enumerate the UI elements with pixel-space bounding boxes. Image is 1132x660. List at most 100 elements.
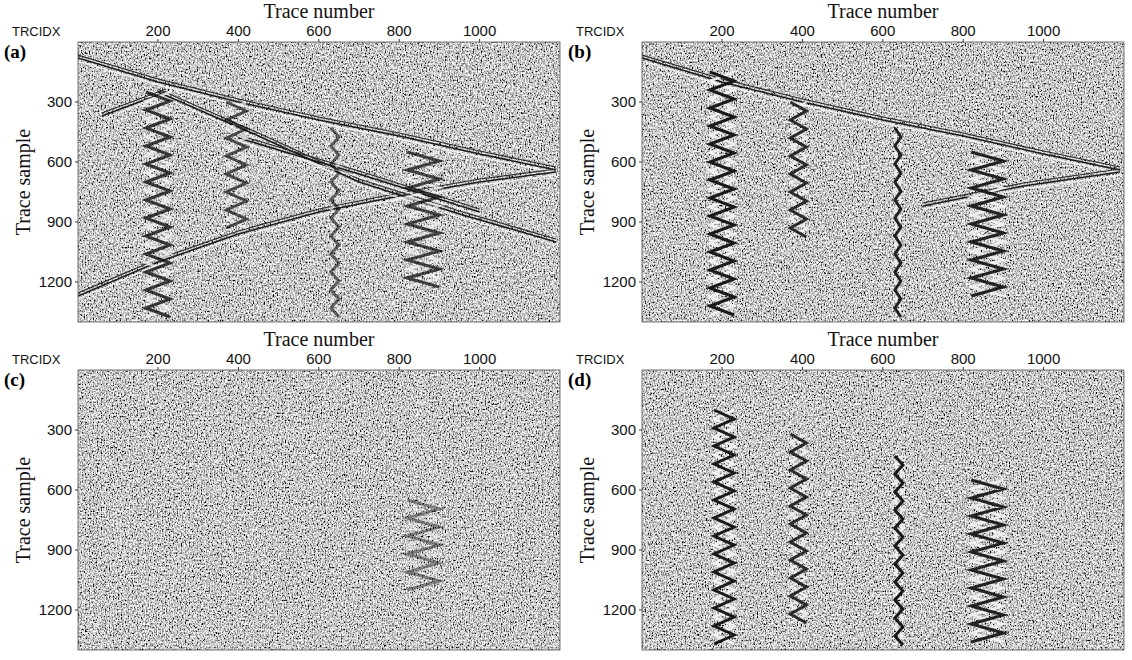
y-tick xyxy=(639,162,642,163)
x-tick xyxy=(479,39,480,42)
x-tick xyxy=(882,367,883,370)
panel-label: (b) xyxy=(568,41,591,63)
noise-background xyxy=(78,370,560,650)
burst-group xyxy=(895,128,901,317)
burst-group xyxy=(790,434,806,623)
y-axis-title: Trace sample xyxy=(12,457,35,564)
event-line-highlight xyxy=(359,185,556,245)
burst-light xyxy=(714,410,734,644)
y-tick-label: 900 xyxy=(611,213,636,230)
x-axis-title: Trace number xyxy=(828,0,939,22)
x-tick xyxy=(157,39,158,42)
event-line-shadow xyxy=(238,135,479,209)
burst xyxy=(407,152,439,287)
figure: 200 400 600 800 1000 300 600 900 1200 Trace numbe… xyxy=(0,0,1132,660)
x-tick-label: 1000 xyxy=(1027,350,1060,367)
y-tick xyxy=(75,490,78,491)
y-tick-label: 300 xyxy=(47,421,72,438)
burst-light xyxy=(790,434,806,623)
burst xyxy=(895,456,903,645)
plot-background xyxy=(642,370,1124,650)
y-tick xyxy=(639,282,642,283)
burst-light xyxy=(407,500,439,590)
burst xyxy=(226,102,246,228)
noise-background xyxy=(642,370,1124,650)
y-tick-label: 900 xyxy=(47,213,72,230)
x-axis-title: Trace number xyxy=(828,328,939,350)
x-tick-label: 800 xyxy=(951,22,976,39)
y-tick xyxy=(639,102,642,103)
x-tick xyxy=(157,367,158,370)
x-tick-label: 600 xyxy=(306,22,331,39)
x-tick xyxy=(882,39,883,42)
burst-light xyxy=(331,128,339,317)
x-tick xyxy=(399,39,400,42)
plot-background xyxy=(78,42,560,322)
panel: 20040060080010003006009001200Trace numbe… xyxy=(568,328,1124,650)
y-tick-label: 1200 xyxy=(39,601,72,618)
burst-group xyxy=(971,152,1003,296)
burst-light xyxy=(895,456,903,645)
plot-frame xyxy=(642,370,1124,650)
burst xyxy=(331,128,339,317)
x-tick xyxy=(721,39,722,42)
burst xyxy=(146,92,170,317)
x-tick xyxy=(963,367,964,370)
burst-group xyxy=(407,152,439,287)
x-tick xyxy=(318,367,319,370)
y-tick xyxy=(75,222,78,223)
y-tick-label: 900 xyxy=(47,541,72,558)
y-tick-label: 1200 xyxy=(603,601,636,618)
x-axis-name: TRCIDX xyxy=(12,352,61,367)
burst-light xyxy=(710,72,734,315)
plot-marks xyxy=(714,410,1003,645)
x-tick xyxy=(1043,39,1044,42)
y-tick xyxy=(75,550,78,551)
plot-marks xyxy=(642,55,1120,317)
y-tick-label: 600 xyxy=(611,481,636,498)
x-tick-label: 200 xyxy=(709,22,734,39)
burst-light xyxy=(146,92,170,317)
y-axis-title: Trace sample xyxy=(576,457,599,564)
y-tick-label: 600 xyxy=(47,153,72,170)
y-tick xyxy=(75,610,78,611)
y-tick xyxy=(639,610,642,611)
burst-group xyxy=(146,92,170,317)
x-tick xyxy=(1043,367,1044,370)
burst xyxy=(790,102,806,237)
plot-marks xyxy=(407,500,439,590)
burst xyxy=(714,410,734,644)
event-line xyxy=(238,138,479,212)
y-tick-label: 300 xyxy=(611,93,636,110)
burst xyxy=(407,500,439,590)
burst-group xyxy=(710,72,734,315)
x-axis-name: TRCIDX xyxy=(576,352,625,367)
y-tick-label: 300 xyxy=(611,421,636,438)
x-tick xyxy=(238,367,239,370)
x-tick-label: 1000 xyxy=(463,350,496,367)
event-line-highlight xyxy=(158,95,359,185)
burst xyxy=(971,152,1003,296)
x-tick xyxy=(399,367,400,370)
y-tick xyxy=(75,282,78,283)
y-tick-label: 600 xyxy=(47,481,72,498)
burst-group xyxy=(407,500,439,590)
event-line-highlight xyxy=(238,141,479,215)
x-tick xyxy=(238,39,239,42)
panel-label: (d) xyxy=(568,369,591,391)
x-tick-label: 1000 xyxy=(463,22,496,39)
burst-light xyxy=(226,102,246,228)
event-line-group xyxy=(923,169,1120,209)
y-tick-label: 600 xyxy=(611,153,636,170)
x-tick xyxy=(963,39,964,42)
y-tick-label: 1200 xyxy=(603,273,636,290)
burst-light xyxy=(790,102,806,237)
burst-light xyxy=(971,480,1003,642)
event-line xyxy=(359,182,556,242)
x-tick-label: 400 xyxy=(790,350,815,367)
y-tick xyxy=(75,162,78,163)
y-tick-label: 900 xyxy=(611,541,636,558)
burst xyxy=(971,480,1003,642)
burst-group xyxy=(895,456,903,645)
y-tick xyxy=(639,222,642,223)
